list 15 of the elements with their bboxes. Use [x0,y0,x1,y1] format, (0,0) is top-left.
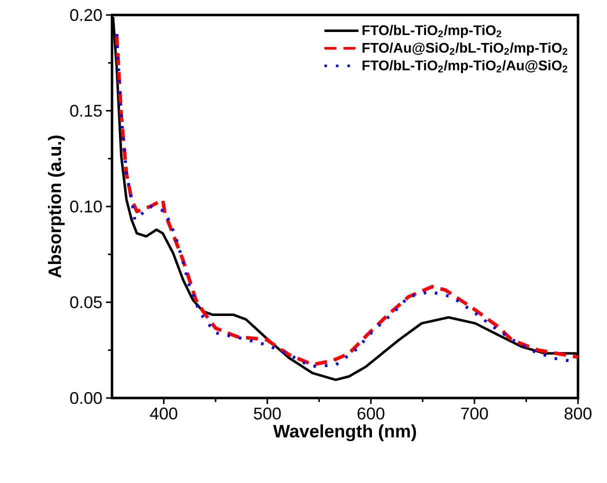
y-axis-title: Absorption (a.u.) [48,136,65,278]
legend-label: FTO/bL-TiO$_{2}$/mp-TiO$_{2}$ [362,24,502,38]
x-tick-label: 500 [254,408,281,420]
x-tick-label: 800 [564,408,592,420]
x-axis-title: Wavelength (nm) [273,424,416,442]
legend-label: FTO/bL-TiO$_{2}$/mp-TiO$_{2}$/Au@SiO$_{2}$ [362,60,568,74]
legend-label: FTO/Au@SiO$_{2}$/bL-TiO$_{2}$/mp-TiO$_{2}$ [362,42,568,56]
y-tick-label: 0.10 [70,200,102,212]
x-tick-label: 600 [358,408,384,420]
y-tick-label: 0.15 [70,104,102,117]
x-tick-label: 400 [150,408,178,420]
y-tick-label: 0.05 [70,296,102,308]
x-tick-label: 700 [461,408,488,420]
y-tick-label: 0.20 [70,9,102,21]
y-tick-label: 0.00 [70,392,102,404]
